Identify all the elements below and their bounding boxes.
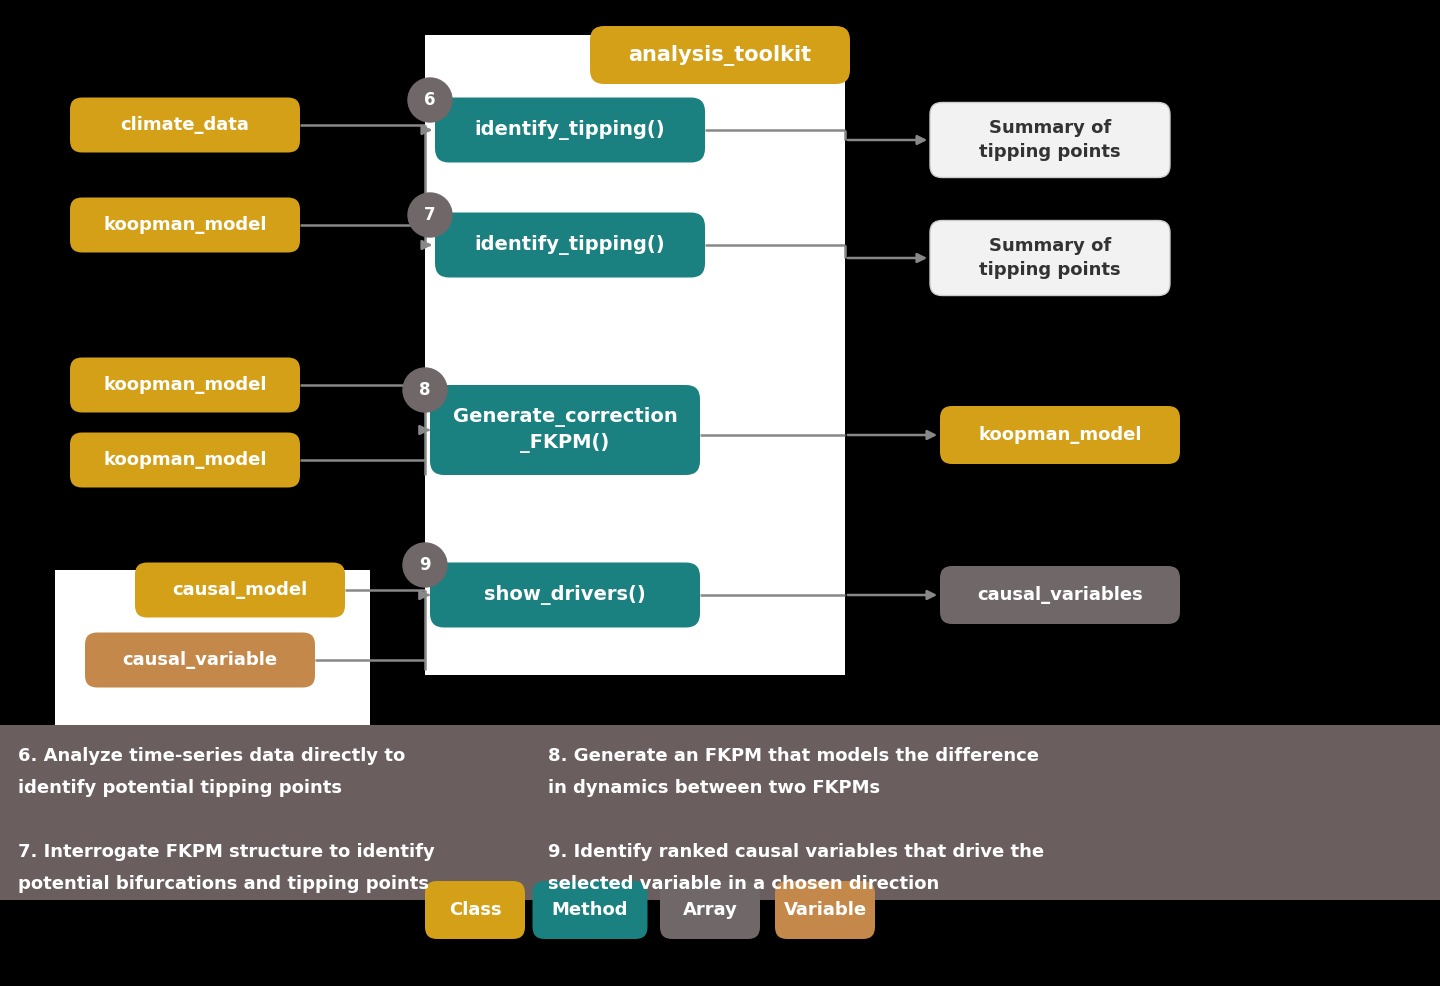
Text: Class: Class — [449, 901, 501, 919]
FancyBboxPatch shape — [431, 385, 700, 475]
Text: Generate_correction
_FKPM(): Generate_correction _FKPM() — [452, 407, 677, 453]
FancyBboxPatch shape — [940, 406, 1179, 464]
FancyBboxPatch shape — [55, 570, 370, 755]
FancyBboxPatch shape — [930, 103, 1169, 177]
FancyBboxPatch shape — [71, 433, 300, 487]
Text: causal_variables: causal_variables — [978, 586, 1143, 604]
Text: identify_tipping(): identify_tipping() — [475, 120, 665, 140]
Text: Variable: Variable — [783, 901, 867, 919]
Text: koopman_model: koopman_model — [104, 376, 266, 394]
Text: climate_data: climate_data — [121, 116, 249, 134]
FancyBboxPatch shape — [590, 26, 850, 84]
Text: koopman_model: koopman_model — [104, 216, 266, 234]
Text: 6: 6 — [425, 91, 436, 109]
Circle shape — [408, 193, 452, 237]
FancyBboxPatch shape — [85, 632, 315, 687]
Text: 7: 7 — [425, 206, 436, 224]
Text: Summary of
tipping points: Summary of tipping points — [979, 119, 1120, 161]
Text: 8: 8 — [419, 381, 431, 399]
Text: koopman_model: koopman_model — [104, 451, 266, 469]
Circle shape — [403, 543, 446, 587]
Text: 6. Analyze time-series data directly to
identify potential tipping points

7. In: 6. Analyze time-series data directly to … — [17, 747, 435, 893]
Text: identify_tipping(): identify_tipping() — [475, 235, 665, 255]
FancyBboxPatch shape — [425, 35, 845, 675]
FancyBboxPatch shape — [530, 725, 1440, 900]
FancyBboxPatch shape — [71, 98, 300, 153]
FancyBboxPatch shape — [660, 881, 760, 939]
Text: 8. Generate an FKPM that models the difference
in dynamics between two FKPMs

9.: 8. Generate an FKPM that models the diff… — [549, 747, 1044, 893]
FancyBboxPatch shape — [775, 881, 876, 939]
Text: analysis_toolkit: analysis_toolkit — [628, 44, 812, 65]
Text: koopman_model: koopman_model — [978, 426, 1142, 444]
FancyBboxPatch shape — [135, 562, 346, 617]
FancyBboxPatch shape — [533, 881, 648, 939]
FancyBboxPatch shape — [940, 566, 1179, 624]
FancyBboxPatch shape — [435, 213, 706, 277]
FancyBboxPatch shape — [425, 881, 526, 939]
FancyBboxPatch shape — [71, 197, 300, 252]
Text: causal_variable: causal_variable — [122, 651, 278, 669]
Text: Summary of
tipping points: Summary of tipping points — [979, 238, 1120, 279]
Circle shape — [403, 368, 446, 412]
Text: causal_model: causal_model — [173, 581, 308, 599]
Text: 9: 9 — [419, 556, 431, 574]
FancyBboxPatch shape — [71, 358, 300, 412]
FancyBboxPatch shape — [930, 221, 1169, 296]
Text: show_drivers(): show_drivers() — [484, 585, 647, 605]
Text: Array: Array — [683, 901, 737, 919]
FancyBboxPatch shape — [0, 725, 530, 900]
Text: Method: Method — [552, 901, 628, 919]
Circle shape — [408, 78, 452, 122]
FancyBboxPatch shape — [435, 98, 706, 163]
FancyBboxPatch shape — [431, 562, 700, 627]
